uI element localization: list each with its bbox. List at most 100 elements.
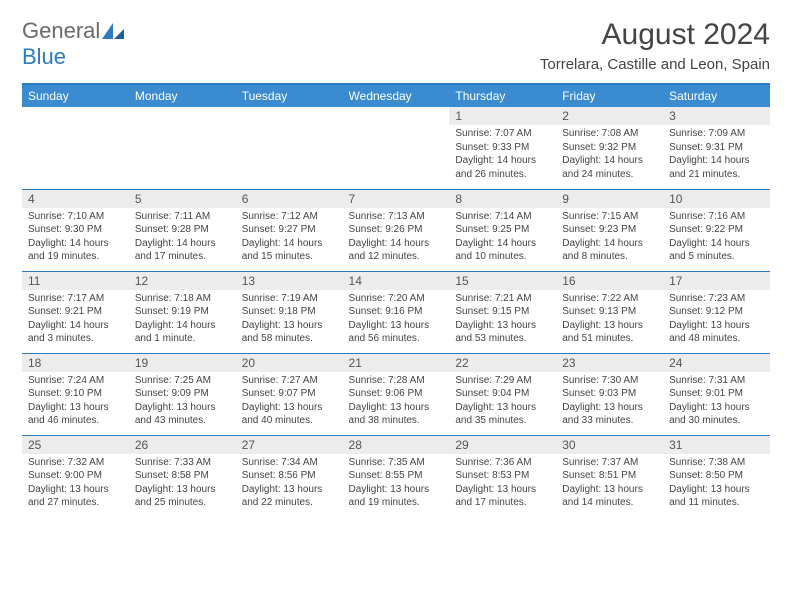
day-number: 23 [556,354,663,372]
daylight-text: Daylight: 13 hours and 46 minutes. [28,401,123,428]
calendar-cell: 13Sunrise: 7:19 AMSunset: 9:18 PMDayligh… [236,271,343,353]
sunset-text: Sunset: 9:13 PM [562,305,657,319]
calendar-cell: 5Sunrise: 7:11 AMSunset: 9:28 PMDaylight… [129,189,236,271]
sunrise-text: Sunrise: 7:11 AM [135,210,230,224]
daylight-text: Daylight: 13 hours and 35 minutes. [455,401,550,428]
day-details: Sunrise: 7:21 AMSunset: 9:15 PMDaylight:… [449,290,556,350]
day-header: Thursday [449,84,556,107]
sunrise-text: Sunrise: 7:34 AM [242,456,337,470]
day-number: 3 [663,107,770,125]
daylight-text: Daylight: 13 hours and 53 minutes. [455,319,550,346]
day-number: 22 [449,354,556,372]
daylight-text: Daylight: 13 hours and 11 minutes. [669,483,764,510]
sunrise-text: Sunrise: 7:13 AM [349,210,444,224]
day-details: Sunrise: 7:30 AMSunset: 9:03 PMDaylight:… [556,372,663,432]
daylight-text: Daylight: 13 hours and 19 minutes. [349,483,444,510]
day-details: Sunrise: 7:12 AMSunset: 9:27 PMDaylight:… [236,208,343,268]
sunrise-text: Sunrise: 7:35 AM [349,456,444,470]
sunset-text: Sunset: 9:28 PM [135,223,230,237]
day-details: Sunrise: 7:27 AMSunset: 9:07 PMDaylight:… [236,372,343,432]
day-details: Sunrise: 7:35 AMSunset: 8:55 PMDaylight:… [343,454,450,514]
daylight-text: Daylight: 14 hours and 26 minutes. [455,154,550,181]
sunset-text: Sunset: 9:01 PM [669,387,764,401]
day-details: Sunrise: 7:29 AMSunset: 9:04 PMDaylight:… [449,372,556,432]
calendar-row: 1Sunrise: 7:07 AMSunset: 9:33 PMDaylight… [22,107,770,189]
day-header: Sunday [22,84,129,107]
calendar-row: 4Sunrise: 7:10 AMSunset: 9:30 PMDaylight… [22,189,770,271]
daylight-text: Daylight: 14 hours and 17 minutes. [135,237,230,264]
sunset-text: Sunset: 9:03 PM [562,387,657,401]
logo: General Blue [22,18,124,70]
day-details: Sunrise: 7:17 AMSunset: 9:21 PMDaylight:… [22,290,129,350]
calendar-cell: 18Sunrise: 7:24 AMSunset: 9:10 PMDayligh… [22,353,129,435]
sunrise-text: Sunrise: 7:17 AM [28,292,123,306]
day-number: 20 [236,354,343,372]
sunrise-text: Sunrise: 7:36 AM [455,456,550,470]
sunset-text: Sunset: 9:16 PM [349,305,444,319]
daylight-text: Daylight: 13 hours and 51 minutes. [562,319,657,346]
sunset-text: Sunset: 9:22 PM [669,223,764,237]
daylight-text: Daylight: 13 hours and 40 minutes. [242,401,337,428]
sunset-text: Sunset: 9:33 PM [455,141,550,155]
day-details: Sunrise: 7:24 AMSunset: 9:10 PMDaylight:… [22,372,129,432]
sunset-text: Sunset: 9:10 PM [28,387,123,401]
day-number: 24 [663,354,770,372]
calendar-cell: 3Sunrise: 7:09 AMSunset: 9:31 PMDaylight… [663,107,770,189]
sunset-text: Sunset: 8:55 PM [349,469,444,483]
day-details: Sunrise: 7:16 AMSunset: 9:22 PMDaylight:… [663,208,770,268]
daylight-text: Daylight: 14 hours and 12 minutes. [349,237,444,264]
daylight-text: Daylight: 13 hours and 48 minutes. [669,319,764,346]
sunset-text: Sunset: 9:15 PM [455,305,550,319]
sunrise-text: Sunrise: 7:19 AM [242,292,337,306]
calendar-table: Sunday Monday Tuesday Wednesday Thursday… [22,83,770,517]
day-header: Wednesday [343,84,450,107]
day-details: Sunrise: 7:19 AMSunset: 9:18 PMDaylight:… [236,290,343,350]
day-details: Sunrise: 7:18 AMSunset: 9:19 PMDaylight:… [129,290,236,350]
sunrise-text: Sunrise: 7:37 AM [562,456,657,470]
sunset-text: Sunset: 9:25 PM [455,223,550,237]
day-number: 29 [449,436,556,454]
day-number: 30 [556,436,663,454]
daylight-text: Daylight: 14 hours and 8 minutes. [562,237,657,264]
sunset-text: Sunset: 9:06 PM [349,387,444,401]
day-number: 9 [556,190,663,208]
calendar-cell: 21Sunrise: 7:28 AMSunset: 9:06 PMDayligh… [343,353,450,435]
logo-text: General Blue [22,18,124,70]
sunset-text: Sunset: 9:04 PM [455,387,550,401]
day-details: Sunrise: 7:36 AMSunset: 8:53 PMDaylight:… [449,454,556,514]
sunset-text: Sunset: 9:00 PM [28,469,123,483]
day-header: Friday [556,84,663,107]
sunrise-text: Sunrise: 7:07 AM [455,127,550,141]
day-number: 31 [663,436,770,454]
day-header: Monday [129,84,236,107]
calendar-row: 25Sunrise: 7:32 AMSunset: 9:00 PMDayligh… [22,435,770,517]
sunset-text: Sunset: 9:19 PM [135,305,230,319]
day-number: 16 [556,272,663,290]
daylight-text: Daylight: 13 hours and 38 minutes. [349,401,444,428]
calendar-row: 11Sunrise: 7:17 AMSunset: 9:21 PMDayligh… [22,271,770,353]
day-number: 25 [22,436,129,454]
day-details: Sunrise: 7:25 AMSunset: 9:09 PMDaylight:… [129,372,236,432]
sunset-text: Sunset: 8:51 PM [562,469,657,483]
day-number: 28 [343,436,450,454]
sunrise-text: Sunrise: 7:22 AM [562,292,657,306]
day-details: Sunrise: 7:14 AMSunset: 9:25 PMDaylight:… [449,208,556,268]
day-number: 4 [22,190,129,208]
sunrise-text: Sunrise: 7:08 AM [562,127,657,141]
day-details: Sunrise: 7:31 AMSunset: 9:01 PMDaylight:… [663,372,770,432]
sunset-text: Sunset: 8:58 PM [135,469,230,483]
calendar-cell: 12Sunrise: 7:18 AMSunset: 9:19 PMDayligh… [129,271,236,353]
day-number: 6 [236,190,343,208]
sunset-text: Sunset: 9:26 PM [349,223,444,237]
day-number: 14 [343,272,450,290]
daylight-text: Daylight: 14 hours and 5 minutes. [669,237,764,264]
sunrise-text: Sunrise: 7:20 AM [349,292,444,306]
sunset-text: Sunset: 9:30 PM [28,223,123,237]
daylight-text: Daylight: 13 hours and 27 minutes. [28,483,123,510]
sunrise-text: Sunrise: 7:25 AM [135,374,230,388]
day-number: 2 [556,107,663,125]
sunset-text: Sunset: 9:09 PM [135,387,230,401]
sunrise-text: Sunrise: 7:31 AM [669,374,764,388]
sunrise-text: Sunrise: 7:09 AM [669,127,764,141]
sunrise-text: Sunrise: 7:12 AM [242,210,337,224]
